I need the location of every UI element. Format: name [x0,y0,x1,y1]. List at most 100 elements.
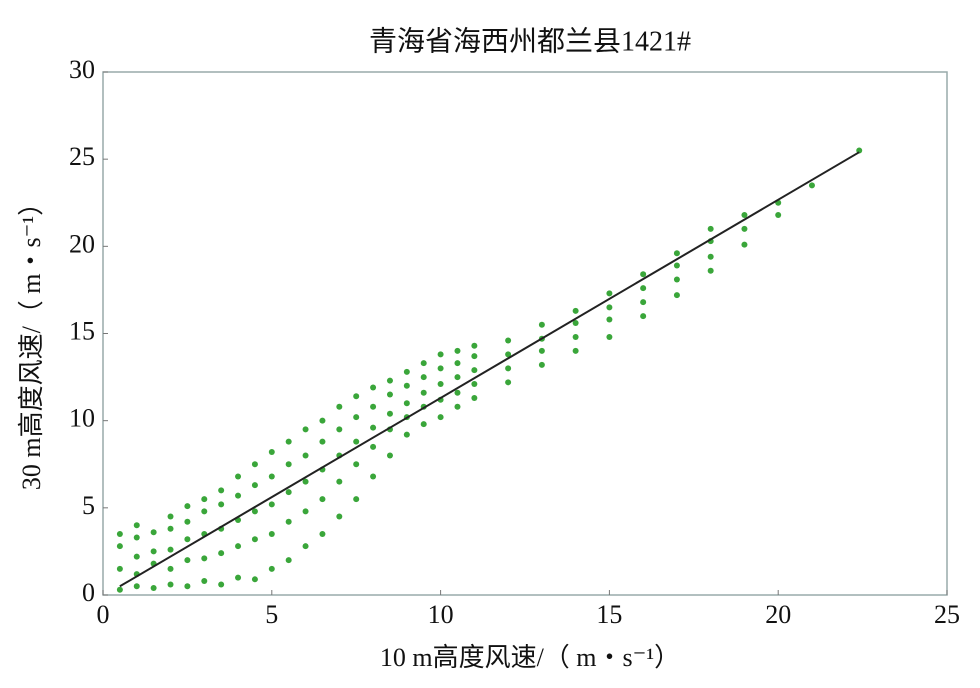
scatter-point [471,367,478,374]
scatter-point [673,276,680,283]
scatter-point [184,518,191,525]
scatter-point [386,410,393,417]
scatter-point [370,424,377,431]
scatter-point [285,557,292,564]
scatter-point [370,403,377,410]
scatter-point [538,347,545,354]
scatter-point [302,426,309,433]
scatter-point [251,576,258,583]
y-tick-label: 0 [82,578,95,607]
scatter-point [201,496,208,503]
scatter-point [505,337,512,344]
scatter-point [285,518,292,525]
scatter-point [707,267,714,274]
scatter-point [437,414,444,421]
scatter-point [268,473,275,480]
scatter-point [420,374,427,381]
scatter-point [370,443,377,450]
x-tick-label: 10 [428,600,454,629]
scatter-point [640,299,647,306]
scatter-point [235,543,242,550]
scatter-point [167,513,174,520]
y-tick-label: 15 [69,316,95,345]
scatter-point [251,482,258,489]
scatter-point [370,384,377,391]
scatter-point [420,360,427,367]
scatter-point [572,320,579,327]
scatter-point [437,381,444,388]
x-tick-label: 25 [934,600,960,629]
scatter-point [471,353,478,360]
scatter-point [673,292,680,299]
scatter-point [403,368,410,375]
scatter-point [572,347,579,354]
scatter-point [167,565,174,572]
scatter-point [150,548,157,555]
x-tick-label: 5 [265,600,278,629]
x-tick-label: 0 [97,600,110,629]
scatter-point [386,452,393,459]
scatter-point [741,211,748,218]
scatter-point [572,333,579,340]
chart-title: 青海省海西州都兰县1421# [369,25,691,57]
scatter-point [133,583,140,590]
scatter-point [420,421,427,428]
scatter-point [116,543,123,550]
y-tick-label: 25 [69,142,95,171]
scatter-point [673,250,680,257]
scatter-point [251,461,258,468]
x-axis-label: 10 m高度风速/（ m・s⁻¹） [380,643,680,672]
scatter-point [235,574,242,581]
scatter-point [386,377,393,384]
scatter-point [370,473,377,480]
scatter-point [454,374,461,381]
scatter-point [218,501,225,508]
scatter-point [302,452,309,459]
scatter-point [471,381,478,388]
scatter-point [251,536,258,543]
scatter-point [319,438,326,445]
y-tick-label: 5 [82,491,95,520]
scatter-point [420,389,427,396]
scatter-point [505,379,512,386]
scatter-point [302,543,309,550]
scatter-point [538,361,545,368]
scatter-point [775,211,782,218]
scatter-point [302,508,309,515]
scatter-point [471,342,478,349]
scatter-point [353,461,360,468]
scatter-point [336,426,343,433]
scatter-point [133,522,140,529]
scatter-point [741,225,748,232]
scatter-point [640,271,647,278]
scatter-point [437,365,444,372]
scatter-point [251,508,258,515]
scatter-point [437,351,444,358]
scatter-point [606,304,613,311]
y-tick-label: 20 [69,229,95,258]
y-tick-label: 10 [69,404,95,433]
scatter-point [268,565,275,572]
scatter-point [285,489,292,496]
scatter-point [218,581,225,588]
scatter-point [201,578,208,585]
scatter-point [707,225,714,232]
scatter-point [336,478,343,485]
scatter-point [184,503,191,510]
scatter-point [184,583,191,590]
scatter-point [538,321,545,328]
scatter-point [403,382,410,389]
scatter-point [808,182,815,189]
scatter-point [353,438,360,445]
scatter-point [741,241,748,248]
x-tick-label: 20 [765,600,791,629]
scatter-point [150,529,157,536]
scatter-point [505,351,512,358]
scatter-point [606,316,613,323]
scatter-point [403,431,410,438]
scatter-point [235,492,242,499]
scatter-point [133,534,140,541]
scatter-point [167,581,174,588]
scatter-point [285,461,292,468]
scatter-point [184,557,191,564]
